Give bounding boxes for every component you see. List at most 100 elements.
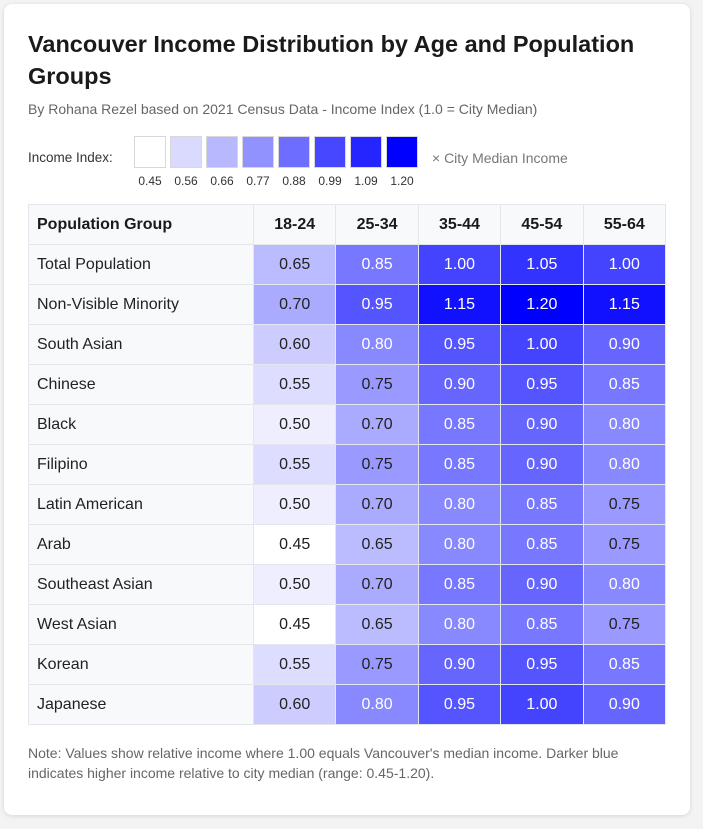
header-row: Population Group 18-24 25-34 35-44 45-54 55-… <box>28 204 667 245</box>
legend-value: 0.88 <box>282 174 306 188</box>
table-row: Chinese 0.55 0.75 0.90 0.95 0.85 <box>28 364 667 405</box>
legend-item: 0.77 <box>240 136 276 188</box>
column-header-age: 45-54 <box>500 204 584 245</box>
heatmap-cell: 0.75 <box>335 444 419 485</box>
row-label: Arab <box>28 524 254 565</box>
legend-item: 1.20 <box>384 136 420 188</box>
heatmap-cell: 1.00 <box>417 244 502 285</box>
legend-swatch <box>386 136 418 168</box>
heatmap-cell: 0.70 <box>335 404 419 445</box>
heatmap-cell: 0.50 <box>252 564 337 605</box>
table-row: Japanese 0.60 0.80 0.95 1.00 0.90 <box>28 684 667 725</box>
legend-item: 0.99 <box>312 136 348 188</box>
table-row: Arab 0.45 0.65 0.80 0.85 0.75 <box>28 524 667 565</box>
legend-item: 0.45 <box>132 136 168 188</box>
heatmap-cell: 1.00 <box>500 324 584 365</box>
table-row: Korean 0.55 0.75 0.90 0.95 0.85 <box>28 644 667 685</box>
legend-value: 1.09 <box>354 174 378 188</box>
legend-value: 0.99 <box>318 174 342 188</box>
heatmap-cell: 0.75 <box>582 604 667 645</box>
row-label: Chinese <box>28 364 254 405</box>
table-row: Filipino 0.55 0.75 0.85 0.90 0.80 <box>28 444 667 485</box>
heatmap-table: Population Group 18-24 25-34 35-44 45-54 55-… <box>28 204 667 725</box>
row-label: Black <box>28 404 254 445</box>
row-label: Filipino <box>28 444 254 485</box>
heatmap-cell: 0.85 <box>417 564 502 605</box>
heatmap-cell: 0.75 <box>582 484 667 525</box>
heatmap-cell: 0.75 <box>582 524 667 565</box>
row-label: Southeast Asian <box>28 564 254 605</box>
heatmap-cell: 0.95 <box>335 284 419 325</box>
legend-value: 0.45 <box>138 174 162 188</box>
heatmap-cell: 0.70 <box>335 484 419 525</box>
heatmap-cell: 0.90 <box>500 564 584 605</box>
heatmap-cell: 0.50 <box>252 404 337 445</box>
legend-item: 0.66 <box>204 136 240 188</box>
table-row: Southeast Asian 0.50 0.70 0.85 0.90 0.80 <box>28 564 667 605</box>
heatmap-cell: 1.15 <box>582 284 667 325</box>
row-label: Total Population <box>28 244 254 285</box>
heatmap-cell: 0.60 <box>252 684 337 725</box>
chart-subtitle: By Rohana Rezel based on 2021 Census Dat… <box>28 101 538 117</box>
row-label: Korean <box>28 644 254 685</box>
heatmap-cell: 0.50 <box>252 484 337 525</box>
table-row: West Asian 0.45 0.65 0.80 0.85 0.75 <box>28 604 667 645</box>
heatmap-cell: 0.45 <box>252 604 337 645</box>
color-legend: Income Index: 0.45 0.56 0.66 0.77 0.88 0.99 1.… <box>28 136 666 188</box>
heatmap-cell: 0.80 <box>417 524 502 565</box>
heatmap-cell: 0.90 <box>582 324 667 365</box>
heatmap-cell: 0.90 <box>417 364 502 405</box>
heatmap-cell: 0.95 <box>500 364 584 405</box>
legend-value: 0.56 <box>174 174 198 188</box>
heatmap-cell: 0.85 <box>417 404 502 445</box>
row-label: West Asian <box>28 604 254 645</box>
heatmap-cell: 0.75 <box>335 364 419 405</box>
heatmap-cell: 1.05 <box>500 244 584 285</box>
column-header-age: 25-34 <box>335 204 419 245</box>
heatmap-cell: 0.55 <box>252 444 337 485</box>
heatmap-cell: 0.45 <box>252 524 337 565</box>
heatmap-cell: 0.85 <box>582 644 667 685</box>
legend-value: 0.66 <box>210 174 234 188</box>
legend-swatch <box>206 136 238 168</box>
heatmap-cell: 0.90 <box>582 684 667 725</box>
heatmap-cell: 0.95 <box>500 644 584 685</box>
chart-title: Vancouver Income Distribution by Age and… <box>28 31 635 89</box>
legend-value: 0.77 <box>246 174 270 188</box>
heatmap-cell: 0.90 <box>417 644 502 685</box>
table-row: South Asian 0.60 0.80 0.95 1.00 0.90 <box>28 324 667 365</box>
heatmap-cell: 0.85 <box>500 524 584 565</box>
heatmap-cell: 0.60 <box>252 324 337 365</box>
heatmap-cell: 1.00 <box>500 684 584 725</box>
legend-swatch <box>314 136 346 168</box>
heatmap-cell: 1.20 <box>500 284 584 325</box>
heatmap-cell: 0.80 <box>335 324 419 365</box>
heatmap-cell: 1.15 <box>417 284 502 325</box>
heatmap-body: Total Population 0.65 0.85 1.00 1.05 1.00 Non-… <box>28 244 667 725</box>
column-header-group: Population Group <box>28 204 254 245</box>
heatmap-cell: 0.65 <box>335 604 419 645</box>
legend-swatch <box>134 136 166 168</box>
legend-swatch <box>278 136 310 168</box>
heatmap-cell: 0.90 <box>500 444 584 485</box>
legend-item: 0.56 <box>168 136 204 188</box>
heatmap-cell: 0.70 <box>252 284 337 325</box>
legend-swatch <box>242 136 274 168</box>
heatmap-cell: 0.85 <box>417 444 502 485</box>
legend-item: 0.88 <box>276 136 312 188</box>
heatmap-cell: 0.80 <box>582 444 667 485</box>
legend-swatch <box>350 136 382 168</box>
table-row: Latin American 0.50 0.70 0.80 0.85 0.75 <box>28 484 667 525</box>
heatmap-cell: 0.85 <box>582 364 667 405</box>
chart-note: Note: Values show relative income where … <box>28 745 619 781</box>
heatmap-cell: 0.80 <box>335 684 419 725</box>
row-label: Non-Visible Minority <box>28 284 254 325</box>
legend-value: 1.20 <box>390 174 414 188</box>
heatmap-cell: 0.85 <box>500 484 584 525</box>
heatmap-cell: 0.85 <box>500 604 584 645</box>
heatmap-cell: 0.90 <box>500 404 584 445</box>
row-label: Latin American <box>28 484 254 525</box>
heatmap-cell: 0.70 <box>335 564 419 605</box>
heatmap-cell: 0.80 <box>582 404 667 445</box>
legend-suffix: × City Median Income <box>432 150 568 166</box>
